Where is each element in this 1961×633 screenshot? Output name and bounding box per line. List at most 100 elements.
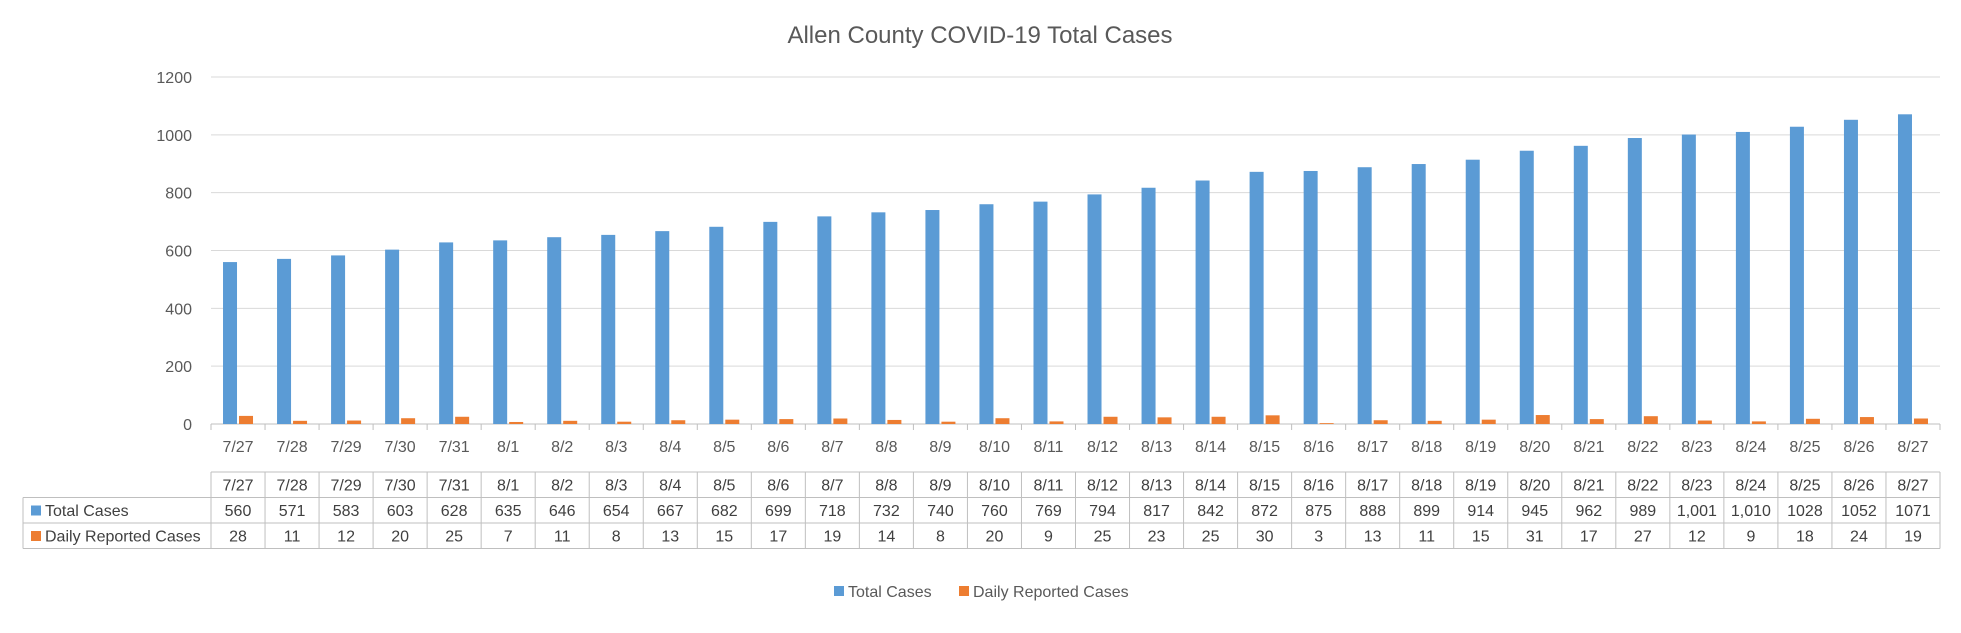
table-header-cell: 8/5 [713,478,735,495]
bar-daily-reported-cases [1427,420,1442,424]
table-header-cell: 8/21 [1573,478,1604,495]
x-tick-label: 8/12 [1087,439,1118,456]
x-tick-label: 8/16 [1303,439,1334,456]
table-cell: 888 [1359,503,1386,520]
table-header-cell: 8/22 [1627,478,1658,495]
x-tick-label: 8/8 [875,439,897,456]
bar-total-cases [439,242,454,424]
bar-daily-reported-cases [617,421,632,424]
y-tick-label: 400 [165,301,192,318]
table-cell: 8 [612,529,621,546]
table-cell: 25 [1094,529,1112,546]
bar-daily-reported-cases [1751,421,1766,424]
bar-daily-reported-cases [1049,421,1064,424]
table-header-cell: 8/6 [767,478,789,495]
table-cell: 914 [1467,503,1494,520]
table-cell: 11 [1418,529,1435,546]
x-tick-label: 8/27 [1897,439,1928,456]
x-tick-label: 7/28 [276,439,307,456]
table-cell: 1,001 [1677,503,1717,520]
x-tick-label: 8/25 [1789,439,1820,456]
table-cell: 30 [1256,529,1274,546]
table-cell: 682 [711,503,738,520]
table-cell: 12 [337,529,355,546]
bar-daily-reported-cases [1157,417,1172,424]
table-header-cell: 8/27 [1897,478,1928,495]
y-tick-label: 800 [165,186,192,203]
table-legend-key [31,505,41,516]
bar-daily-reported-cases [995,418,1010,424]
table-cell: 794 [1089,503,1116,520]
table-cell: 603 [387,503,414,520]
table-cell: 817 [1143,503,1170,520]
table-header-cell: 8/1 [497,478,519,495]
table-header-cell: 8/8 [875,478,897,495]
table-cell: 1052 [1841,503,1877,520]
bar-daily-reported-cases [1265,415,1280,424]
bar-daily-reported-cases [1643,416,1658,424]
table-cell: 18 [1796,529,1814,546]
bar-total-cases [1033,201,1048,424]
table-header-cell: 8/2 [551,478,573,495]
table-header-cell: 8/23 [1681,478,1712,495]
x-axis: 7/27 7/28 7/29 7/30 7/31 8/1 8/2 8/3 8/4 8/5 8/6 8/… [210,424,1941,456]
table-cell: 1028 [1787,503,1823,520]
legend-label: Total Cases [848,584,932,601]
table-cell: 583 [333,503,360,520]
bar-total-cases [601,234,616,424]
bar-daily-reported-cases [1859,417,1874,424]
x-tick-label: 8/10 [979,439,1010,456]
bar-total-cases [493,240,508,424]
bar-total-cases [979,204,994,424]
bar-total-cases [547,237,562,424]
table-cell: 3 [1314,529,1323,546]
table-cell: 31 [1526,529,1544,546]
x-tick-label: 7/29 [331,439,362,456]
bar-daily-reported-cases [1103,416,1118,424]
table-header-cell: 8/18 [1411,478,1442,495]
table-header-cell: 7/30 [385,478,416,495]
table-header-cell: 8/12 [1087,478,1118,495]
bar-daily-reported-cases [1373,420,1388,424]
bar-daily-reported-cases [401,418,416,424]
y-tick-label: 0 [183,417,192,434]
table-header-cell: 8/19 [1465,478,1496,495]
x-tick-label: 8/3 [605,439,627,456]
bar-total-cases [385,249,400,424]
bar-total-cases [1843,119,1858,425]
table-cell: 740 [927,503,954,520]
gridlines [211,76,1940,425]
bar-total-cases [223,262,238,424]
bar-total-cases [1357,167,1372,424]
table-cell: 9 [1044,529,1053,546]
table-cell: 560 [225,503,252,520]
table-cell: 9 [1746,529,1755,546]
table-header-cell: 8/4 [659,478,681,495]
y-tick-label: 1000 [156,128,192,145]
x-tick-label: 8/23 [1681,439,1712,456]
table-cell: 7 [504,529,513,546]
x-tick-label: 8/21 [1573,439,1604,456]
bar-daily-reported-cases [563,420,578,424]
x-tick-label: 8/9 [929,439,951,456]
table-cell: 19 [823,529,841,546]
table-header-cell: 8/3 [605,478,627,495]
x-tick-label: 8/13 [1141,439,1172,456]
table-header-cell: 8/14 [1195,478,1226,495]
x-tick-label: 8/1 [497,439,519,456]
table-header-cell: 7/29 [331,478,362,495]
bars [223,114,1928,425]
table-cell: 769 [1035,503,1062,520]
x-tick-label: 8/6 [767,439,789,456]
legend-swatch [834,586,844,596]
bar-total-cases [1249,171,1264,424]
x-tick-label: 8/19 [1465,439,1496,456]
bar-total-cases [1897,114,1912,425]
x-tick-label: 8/5 [713,439,735,456]
table-cell: 989 [1629,503,1656,520]
bar-daily-reported-cases [1589,419,1604,424]
table-cell: 635 [495,503,522,520]
table-cell: 15 [715,529,733,546]
table-cell: 571 [279,503,306,520]
